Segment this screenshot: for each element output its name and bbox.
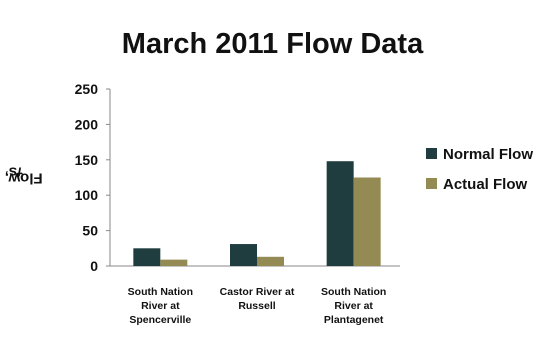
bar-actual-flow [353,177,381,266]
x-category-label: Spencerville [129,314,191,326]
y-tick-label: 150 [75,152,99,168]
x-category-label: River at [334,300,373,312]
y-tick-label: 200 [75,116,99,132]
bar-normal-flow [133,248,161,266]
x-category-label: River at [141,300,180,312]
chart-title: March 2011 Flow Data [121,28,424,60]
bar-actual-flow [257,256,284,266]
x-category-label: South Nation [128,286,193,298]
x-category-label: Plantagenet [324,314,384,326]
legend-swatch [426,148,437,159]
legend-label: Actual Flow [443,176,528,193]
bar-actual-flow [160,259,188,266]
y-tick-label: 250 [75,81,99,97]
legend-label: Normal Flow [443,146,533,163]
y-tick-label: 100 [75,187,99,203]
legend-swatch [426,178,437,189]
bar-normal-flow [230,244,257,266]
y-tick-label: 50 [82,223,98,239]
x-category-label: Castor River at [220,286,295,298]
y-tick-label: 0 [90,258,98,274]
bar-normal-flow [326,161,354,266]
x-category-label: Russell [238,300,275,312]
x-category-label: South Nation [321,286,386,298]
